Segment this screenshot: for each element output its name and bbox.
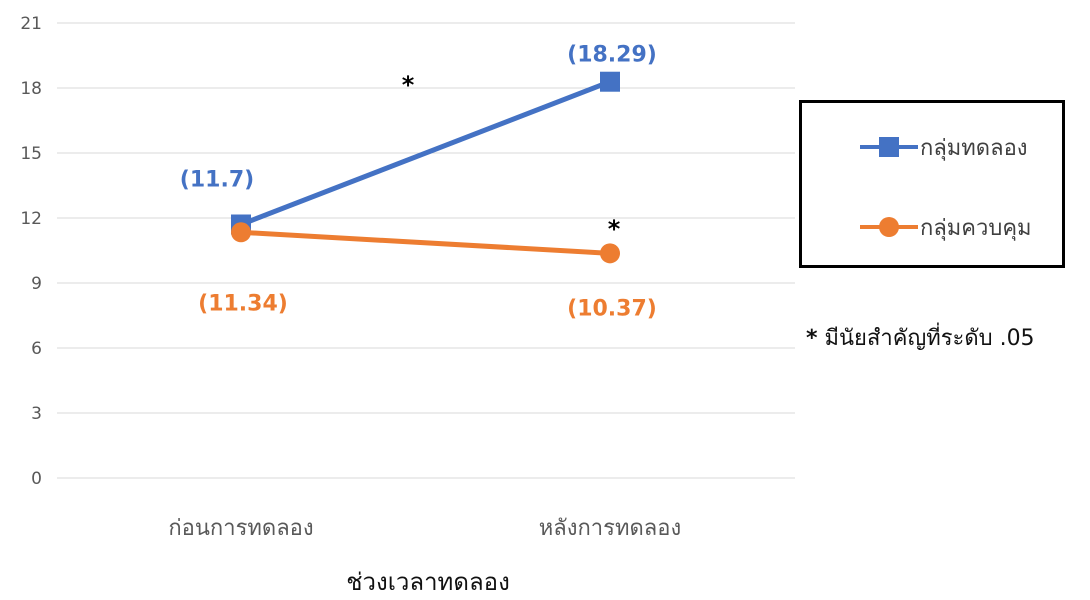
note-text: มีนัยสำคัญที่ระดับ .05 (824, 326, 1035, 351)
legend-item-control: กลุ่มควบคุม (860, 207, 1032, 247)
y-tick-label: 3 (31, 404, 42, 424)
y-tick-label: 6 (31, 339, 42, 359)
x-tick-label: ก่อนการทดลอง (168, 516, 313, 541)
annotations: * * (402, 71, 621, 243)
series-point (231, 222, 251, 243)
legend: กลุ่มทดลอง กลุ่มควบคุม (799, 100, 1065, 268)
y-tick-label: 15 (20, 144, 42, 164)
gridlines (57, 22, 795, 479)
series-point (600, 71, 620, 92)
legend-label-experimental: กลุ่มทดลอง (920, 135, 1028, 161)
data-label: (11.34) (198, 291, 288, 316)
note-asterisk: * (806, 326, 818, 351)
y-tick-label: 9 (31, 274, 42, 294)
data-label: (10.37) (567, 296, 657, 321)
data-labels: (11.7) (18.29) (11.34) (10.37) (180, 43, 657, 322)
series-line (240, 229, 611, 256)
circle-marker-icon (860, 217, 918, 237)
legend-item-experimental: กลุ่มทดลอง (860, 127, 1028, 167)
significance-note: * มีนัยสำคัญที่ระดับ .05 (806, 320, 1035, 355)
series-group (231, 71, 620, 264)
y-tick-label: 0 (31, 469, 42, 489)
x-axis-title: ช่วงเวลาทดลอง (346, 568, 510, 596)
y-axis-ticks: 0 3 6 9 12 15 18 21 (20, 14, 42, 489)
legend-label-control: กลุ่มควบคุม (920, 215, 1032, 241)
x-axis: ก่อนการทดลอง หลังการทดลอง (168, 516, 681, 541)
y-tick-label: 18 (20, 79, 42, 99)
data-label: (11.7) (180, 168, 254, 193)
significance-star-slope: * (402, 71, 415, 99)
y-tick-label: 12 (20, 209, 42, 229)
series-point (600, 243, 620, 264)
significance-star-control: * (608, 215, 621, 243)
data-label: (18.29) (567, 43, 657, 68)
x-tick-label: หลังการทดลอง (539, 516, 681, 541)
square-marker-icon (860, 137, 918, 157)
series-line (240, 79, 611, 227)
y-tick-label: 21 (20, 14, 42, 34)
